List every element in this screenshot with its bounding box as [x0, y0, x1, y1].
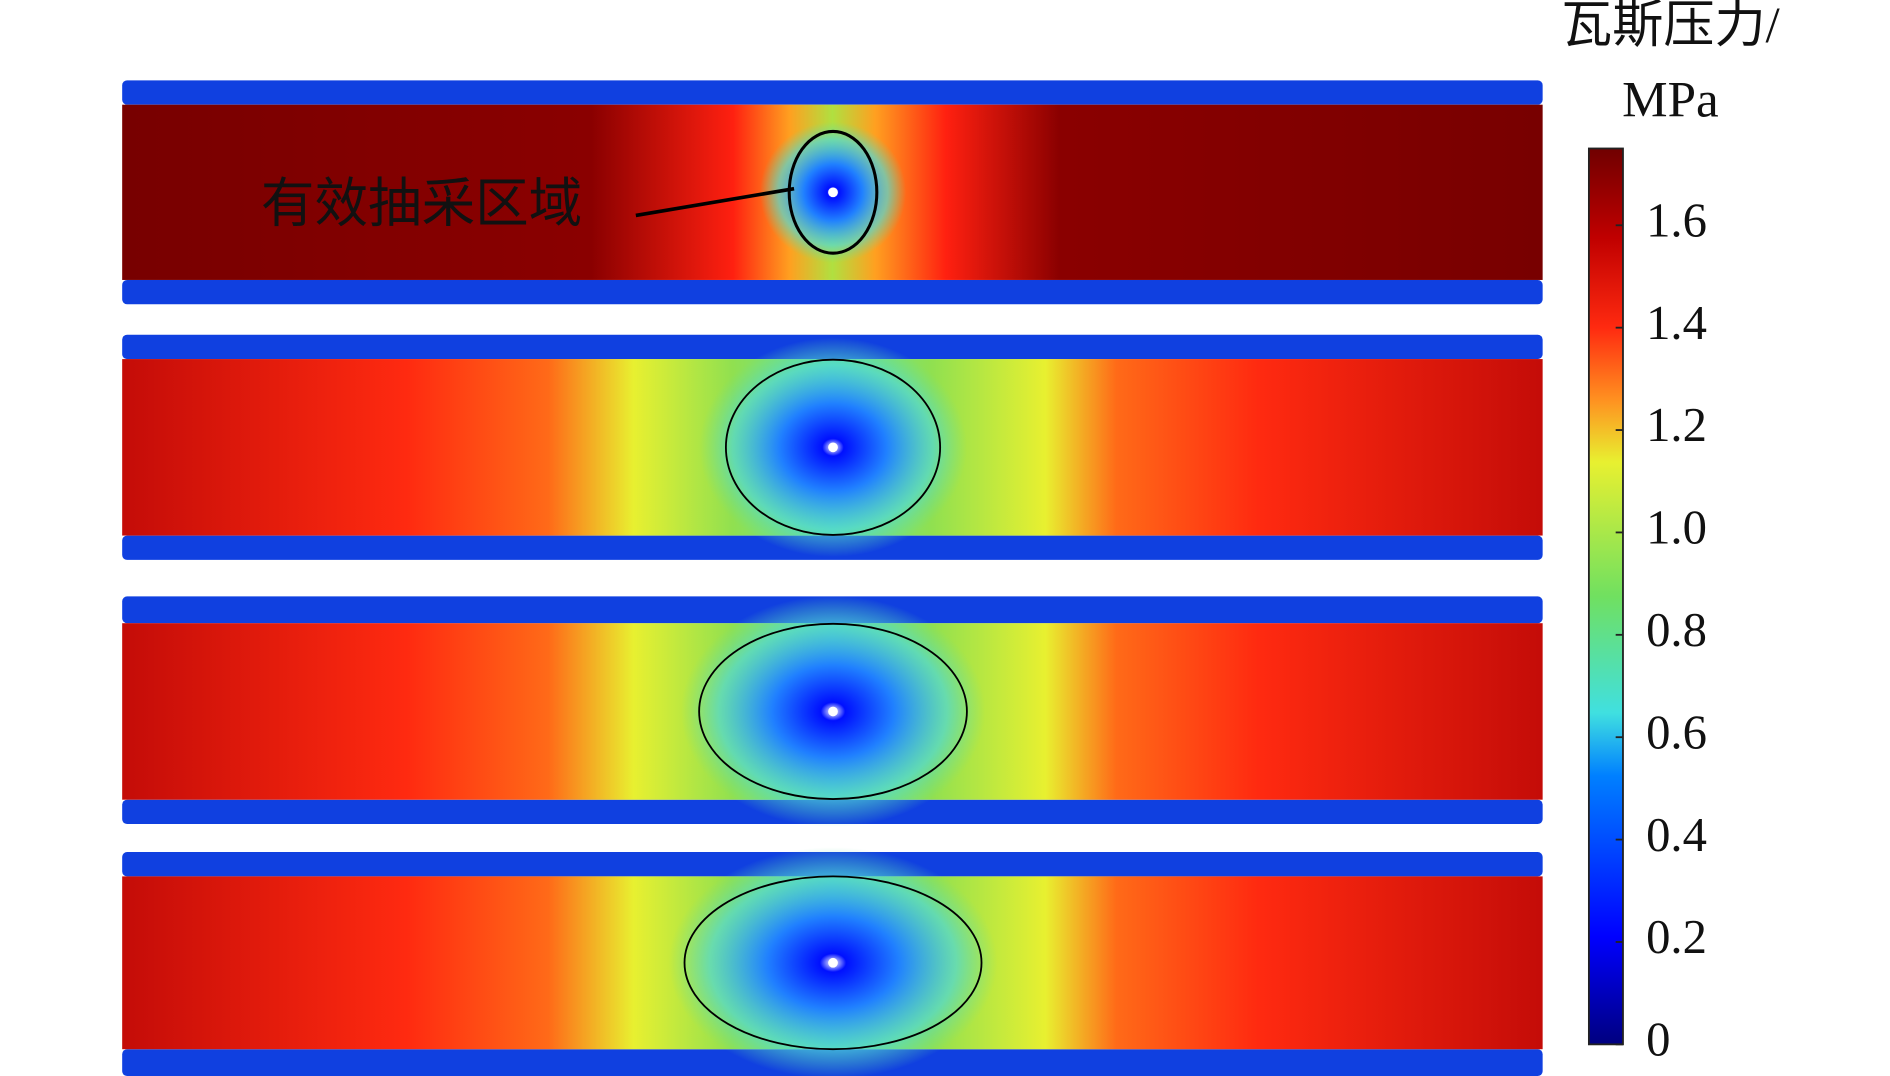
colorbar	[1587, 147, 1624, 1046]
borehole	[828, 706, 838, 717]
colorbar-tick-label: 1.4	[1646, 296, 1707, 350]
borehole	[828, 957, 838, 968]
colorbar-tick-label: 0.4	[1646, 808, 1707, 862]
colorbar-tick-label: 1.6	[1646, 193, 1707, 247]
annotation-leader	[635, 186, 795, 218]
floor-strata	[122, 279, 1543, 305]
effective-zone	[724, 358, 942, 536]
colorbar-tick-label: 0	[1646, 1013, 1670, 1067]
roof-strata	[122, 80, 1543, 105]
colorbar-title: MPa	[1622, 71, 1719, 128]
annotation: 有效抽采区域	[261, 174, 582, 234]
colorbar-title: 瓦斯压力/	[1561, 0, 1780, 54]
effective-zone	[683, 875, 983, 1051]
panels	[122, 80, 1543, 1076]
borehole	[828, 187, 838, 198]
colorbar-tick-label: 1.0	[1646, 501, 1707, 555]
colorbar-tick-label: 0.2	[1646, 910, 1707, 964]
effective-zone	[787, 129, 879, 255]
colorbar-tick-label: 1.2	[1646, 398, 1707, 452]
colorbar-tick-label: 0.6	[1646, 705, 1707, 759]
borehole	[828, 442, 838, 453]
effective-zone	[698, 622, 968, 801]
colorbar-tick-label: 0.8	[1646, 603, 1707, 657]
